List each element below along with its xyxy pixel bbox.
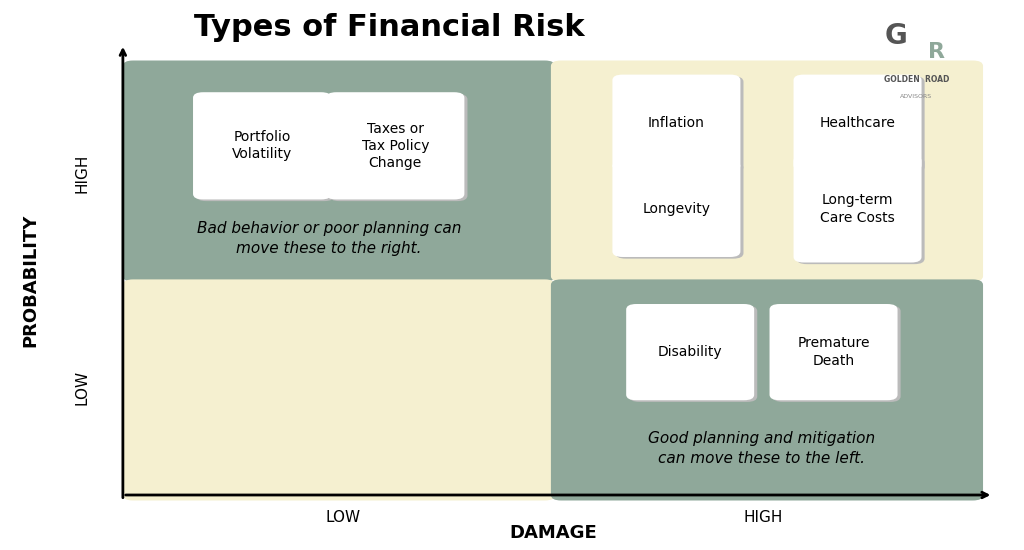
Text: Longevity: Longevity [642, 202, 711, 216]
FancyBboxPatch shape [794, 75, 922, 171]
FancyBboxPatch shape [330, 94, 467, 201]
FancyBboxPatch shape [794, 155, 922, 262]
Text: Taxes or
Tax Policy
Change: Taxes or Tax Policy Change [361, 122, 429, 170]
Text: G: G [885, 22, 907, 50]
FancyBboxPatch shape [123, 279, 555, 500]
FancyBboxPatch shape [627, 304, 754, 400]
Text: HIGH: HIGH [75, 153, 89, 193]
Text: Bad behavior or poor planning can
move these to the right.: Bad behavior or poor planning can move t… [197, 221, 461, 256]
FancyBboxPatch shape [123, 60, 555, 282]
FancyBboxPatch shape [615, 162, 743, 258]
FancyBboxPatch shape [612, 161, 740, 257]
FancyBboxPatch shape [797, 157, 925, 264]
Text: Disability: Disability [657, 345, 723, 359]
Text: HIGH: HIGH [743, 509, 782, 525]
FancyBboxPatch shape [551, 60, 983, 282]
Text: Healthcare: Healthcare [819, 116, 895, 130]
Text: Types of Financial Risk: Types of Financial Risk [194, 13, 585, 42]
FancyBboxPatch shape [773, 306, 901, 402]
Text: Premature
Death: Premature Death [798, 337, 869, 368]
Text: LOW: LOW [326, 509, 360, 525]
Text: LOW: LOW [75, 370, 89, 405]
FancyBboxPatch shape [612, 75, 740, 171]
FancyBboxPatch shape [797, 76, 925, 173]
FancyBboxPatch shape [615, 76, 743, 173]
FancyBboxPatch shape [197, 94, 334, 201]
Text: Portfolio
Volatility: Portfolio Volatility [232, 130, 292, 162]
Text: PROBABILITY: PROBABILITY [22, 214, 40, 347]
FancyBboxPatch shape [770, 304, 897, 400]
Text: Good planning and mitigation
can move these to the left.: Good planning and mitigation can move th… [648, 431, 876, 466]
Text: ADVISORS: ADVISORS [900, 94, 933, 99]
FancyBboxPatch shape [193, 92, 332, 200]
FancyBboxPatch shape [629, 306, 758, 402]
FancyBboxPatch shape [326, 92, 465, 200]
Text: Inflation: Inflation [648, 116, 705, 130]
Text: GOLDEN  ROAD: GOLDEN ROAD [884, 75, 949, 84]
Text: Long-term
Care Costs: Long-term Care Costs [820, 193, 895, 224]
Text: R: R [929, 42, 945, 62]
FancyBboxPatch shape [551, 279, 983, 500]
Text: DAMAGE: DAMAGE [509, 525, 597, 542]
